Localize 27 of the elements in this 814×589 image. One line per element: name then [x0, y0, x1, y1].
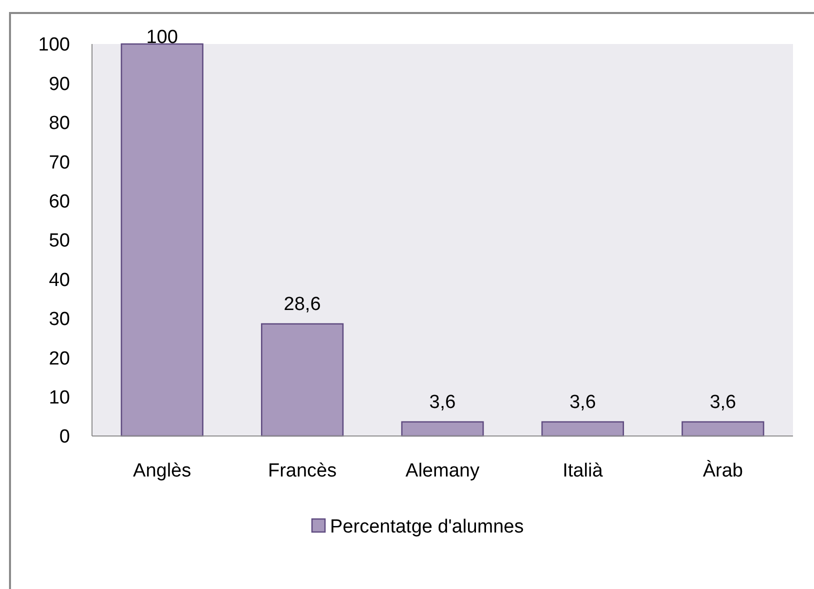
bar — [260, 323, 344, 437]
x-tick-label: Francès — [268, 460, 337, 482]
y-tick-label: 10 — [48, 387, 70, 408]
data-label: 3,6 — [569, 392, 596, 413]
legend-label: Percentatge d'alumnes — [330, 516, 524, 538]
y-tick-label: 50 — [48, 230, 70, 252]
bar — [401, 421, 484, 437]
x-tick-label: Italià — [562, 460, 604, 482]
y-tick-label: 30 — [48, 309, 70, 330]
x-tick-label: Àrab — [702, 460, 743, 482]
y-tick-label: 0 — [59, 426, 70, 448]
data-label: 100 — [146, 27, 178, 48]
y-tick-label: 60 — [48, 191, 70, 212]
data-label: 3,6 — [710, 392, 736, 413]
bar — [541, 421, 624, 437]
y-tick-label: 100 — [38, 34, 70, 56]
data-label: 3,6 — [429, 392, 456, 413]
x-tick-label: Alemany — [406, 460, 480, 482]
bar — [120, 43, 204, 437]
x-tick-label: Anglès — [133, 460, 192, 482]
y-tick-label: 80 — [48, 113, 70, 134]
y-tick-label: 40 — [48, 270, 70, 291]
y-tick-label: 20 — [48, 348, 70, 370]
y-tick-label: 90 — [48, 74, 70, 95]
bar — [682, 421, 764, 437]
data-label: 28,6 — [284, 294, 321, 315]
y-tick-label: 70 — [48, 152, 70, 174]
